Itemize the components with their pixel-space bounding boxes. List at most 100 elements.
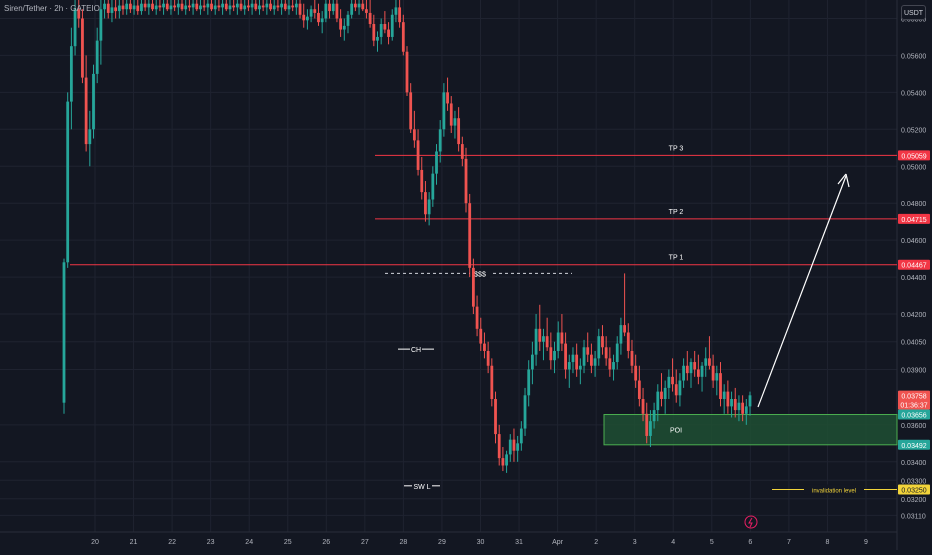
candle-body <box>497 434 501 459</box>
x-tick-label: 7 <box>787 539 791 546</box>
candle-body <box>453 118 457 126</box>
x-tick-label: 29 <box>438 539 446 546</box>
candle-body <box>534 328 538 355</box>
candle-body <box>66 101 70 263</box>
candle-body <box>117 5 121 12</box>
candle-body <box>733 399 737 411</box>
invalidation-label-bg <box>804 484 864 495</box>
candle-body <box>151 3 154 10</box>
poi-bottom-badge-bg <box>898 439 930 450</box>
currency-button[interactable]: USDT <box>901 5 926 20</box>
x-tick-label: 26 <box>322 539 330 546</box>
candle-body <box>328 3 331 12</box>
candle-body <box>527 369 531 396</box>
candle-body <box>247 5 250 8</box>
projection-arrow-head <box>837 173 850 188</box>
candle-body <box>195 3 199 10</box>
candle-body <box>320 18 324 23</box>
candle-body <box>604 347 608 359</box>
candle-body <box>158 5 162 8</box>
candle-body <box>376 36 379 41</box>
target-price-badge-bg <box>898 213 930 224</box>
invalidation-label: invalidation level <box>812 489 856 495</box>
candle-body <box>394 7 398 15</box>
candle-body <box>560 332 564 344</box>
y-tick-label: 0.04600 <box>901 238 926 245</box>
candle-body <box>147 3 151 8</box>
candle-body <box>69 46 73 102</box>
projection-arrow-line <box>757 175 847 408</box>
y-tick-label: 0.04200 <box>901 312 926 319</box>
x-tick-label: 24 <box>245 539 253 546</box>
poi-top-badge-bg <box>898 409 930 420</box>
candle-body <box>269 3 272 10</box>
candle-body <box>678 380 682 396</box>
candle-body <box>516 443 520 451</box>
candle-body <box>390 14 394 37</box>
x-tick-label: 6 <box>748 539 752 546</box>
candle-body <box>737 402 741 411</box>
candle-body <box>649 421 652 436</box>
candle-body <box>424 192 427 215</box>
candle-body <box>280 3 284 8</box>
candle-body <box>224 3 228 10</box>
candle-body <box>523 395 527 429</box>
x-tick-label: 28 <box>400 539 408 546</box>
candle-body <box>637 380 641 399</box>
candle-body <box>501 458 505 466</box>
candle-body <box>136 5 140 12</box>
target-price-badge: 0.04715 <box>901 217 926 224</box>
candle-body <box>291 5 295 8</box>
candle-body <box>641 399 645 414</box>
candle-body <box>571 354 575 363</box>
y-tick-label: 0.03300 <box>901 478 926 485</box>
y-tick-label: 0.05600 <box>901 53 926 60</box>
candle-body <box>567 362 571 370</box>
swl-label: SW L <box>413 484 430 491</box>
candle-body <box>674 384 678 396</box>
y-tick-label: 0.04800 <box>901 201 926 208</box>
candle-body <box>206 3 210 8</box>
candle-body <box>438 129 442 152</box>
candle-body <box>165 3 169 10</box>
candle-body <box>715 373 719 381</box>
x-tick-label: 3 <box>633 539 637 546</box>
candle-body <box>475 306 479 329</box>
candle-body <box>626 332 630 351</box>
candle-body <box>272 5 276 10</box>
candle-body <box>420 169 424 193</box>
candle-body <box>538 328 542 342</box>
candle-body <box>217 5 221 8</box>
candle-body <box>92 73 95 130</box>
candle-body <box>143 3 147 8</box>
candle-body <box>103 3 106 10</box>
candle-body <box>652 410 656 422</box>
candle-body <box>176 3 180 8</box>
candle-body <box>324 3 328 19</box>
y-tick-label: 0.05200 <box>901 127 926 134</box>
candle-body <box>645 413 649 436</box>
x-tick-label: 9 <box>864 539 868 546</box>
candle-body <box>601 336 604 348</box>
candle-body <box>685 365 689 374</box>
candle-body <box>412 129 416 141</box>
candle-body <box>235 3 239 8</box>
candle-body <box>464 158 468 204</box>
target-price-badge: 0.05059 <box>901 153 926 160</box>
candle-body <box>512 439 516 451</box>
candle-body <box>173 5 177 8</box>
candle-body <box>741 402 745 414</box>
candle-body <box>258 5 261 10</box>
candle-body <box>726 391 730 407</box>
lightning-icon <box>744 515 758 529</box>
candle-body <box>612 362 615 370</box>
candle-body <box>298 3 302 15</box>
candle-body <box>243 5 247 10</box>
candle-body <box>486 350 490 366</box>
candle-body <box>711 365 715 381</box>
candle-body <box>199 5 202 10</box>
candle-body <box>722 391 726 399</box>
candle-body <box>184 5 188 10</box>
